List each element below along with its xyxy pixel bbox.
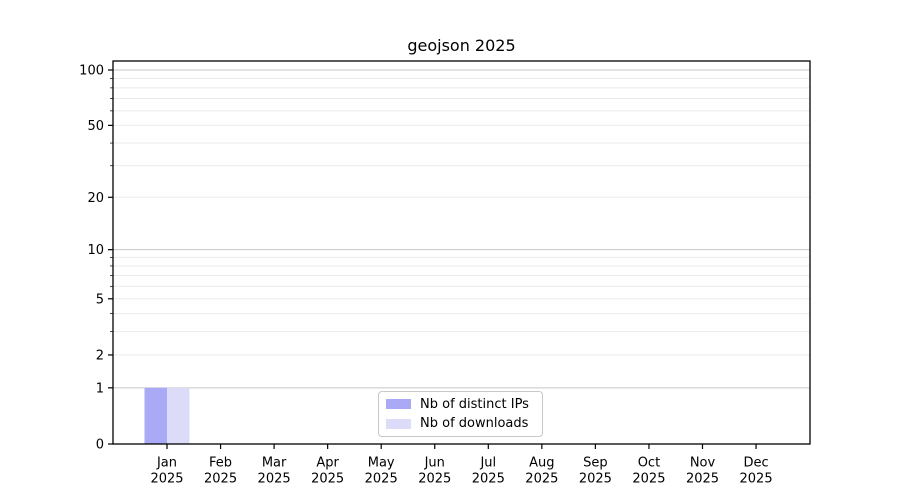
x-tick-label-year-aug: 2025 <box>525 472 558 487</box>
legend-swatch-downloads-icon <box>386 418 411 429</box>
x-tick-label-month-apr: Apr <box>316 456 339 471</box>
x-tick-label-year-apr: 2025 <box>311 472 344 487</box>
y-tick-label-0: 0 <box>96 438 104 453</box>
x-tick-label-year-oct: 2025 <box>632 472 665 487</box>
x-tick-label-month-jul: Jul <box>479 456 496 471</box>
x-tick-label-month-jun: Jun <box>424 456 445 471</box>
y-tick-label-20: 20 <box>87 191 104 206</box>
bar-nb-of-distinct-ips-jan <box>144 387 167 444</box>
x-tick-label-year-jan: 2025 <box>150 472 183 487</box>
x-tick-label-month-aug: Aug <box>529 456 554 471</box>
legend: Nb of distinct IPs Nb of downloads <box>378 391 543 437</box>
bar-nb-of-downloads-jan <box>167 387 190 444</box>
x-tick-label-year-jul: 2025 <box>472 472 505 487</box>
y-tick-label-5: 5 <box>96 292 104 307</box>
x-tick-label-month-oct: Oct <box>638 456 660 471</box>
legend-label-distinct-ips: Nb of distinct IPs <box>420 396 529 412</box>
legend-item-downloads: Nb of downloads <box>386 416 542 431</box>
y-tick-label-1: 1 <box>96 381 104 396</box>
x-tick-label-month-nov: Nov <box>690 456 716 471</box>
y-tick-label-2: 2 <box>96 348 104 363</box>
x-tick-label-month-sep: Sep <box>583 456 608 471</box>
x-tick-label-year-mar: 2025 <box>258 472 291 487</box>
chart-title: geojson 2025 <box>407 36 516 55</box>
x-tick-label-year-may: 2025 <box>365 472 398 487</box>
y-tick-label-10: 10 <box>87 243 104 258</box>
legend-label-downloads: Nb of downloads <box>420 416 529 432</box>
x-tick-label-year-dec: 2025 <box>740 472 773 487</box>
x-tick-label-year-nov: 2025 <box>686 472 719 487</box>
x-tick-label-month-jan: Jan <box>156 456 177 471</box>
legend-item-distinct-ips: Nb of distinct IPs <box>386 397 542 412</box>
x-tick-label-month-dec: Dec <box>743 456 768 471</box>
legend-swatch-distinct-ips-icon <box>386 399 411 410</box>
x-tick-label-month-mar: Mar <box>262 456 287 471</box>
x-tick-label-year-feb: 2025 <box>204 472 237 487</box>
axes-frame <box>112 60 811 445</box>
y-tick-label-100: 100 <box>79 64 104 79</box>
x-tick-label-year-sep: 2025 <box>579 472 612 487</box>
x-tick-label-month-may: May <box>368 456 395 471</box>
x-tick-label-month-feb: Feb <box>209 456 232 471</box>
y-tick-label-50: 50 <box>87 119 104 134</box>
x-tick-label-year-jun: 2025 <box>418 472 451 487</box>
